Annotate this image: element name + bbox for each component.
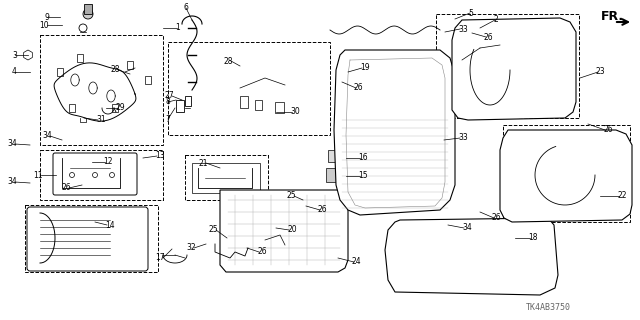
- Text: 26: 26: [61, 183, 71, 193]
- Text: 15: 15: [358, 172, 367, 180]
- Bar: [69, 104, 75, 112]
- Text: 31: 31: [96, 116, 106, 124]
- Polygon shape: [334, 50, 455, 215]
- Text: 25: 25: [209, 226, 218, 235]
- Bar: [192, 163, 260, 193]
- Bar: [25, 205, 158, 272]
- Bar: [84, 4, 92, 14]
- Text: 12: 12: [103, 157, 113, 166]
- Text: 9: 9: [44, 12, 49, 21]
- Polygon shape: [500, 130, 632, 222]
- Bar: [112, 104, 118, 112]
- Text: 10: 10: [40, 20, 49, 29]
- Bar: [168, 42, 330, 135]
- Circle shape: [83, 9, 93, 19]
- Bar: [326, 168, 343, 182]
- Text: 34: 34: [462, 223, 472, 233]
- Text: 2: 2: [493, 15, 498, 25]
- Text: 33: 33: [458, 25, 468, 34]
- Text: 33: 33: [458, 133, 468, 142]
- Text: 24: 24: [352, 258, 362, 267]
- Circle shape: [246, 266, 250, 270]
- Text: 5: 5: [468, 9, 473, 18]
- Text: 26: 26: [492, 213, 502, 222]
- Bar: [127, 61, 133, 69]
- Text: 3: 3: [12, 51, 17, 60]
- Bar: [258, 222, 310, 258]
- Text: 16: 16: [358, 154, 367, 163]
- Circle shape: [79, 24, 87, 32]
- Polygon shape: [385, 218, 558, 295]
- Text: 23: 23: [596, 68, 605, 76]
- Circle shape: [93, 172, 97, 178]
- Bar: [176, 100, 184, 112]
- Text: 6: 6: [183, 4, 188, 12]
- Text: 26: 26: [484, 33, 493, 42]
- Text: 26: 26: [318, 205, 328, 214]
- Text: 20: 20: [287, 226, 296, 235]
- Text: 25: 25: [286, 191, 296, 201]
- Text: 26: 26: [603, 125, 612, 134]
- Circle shape: [109, 172, 115, 178]
- Text: 28: 28: [111, 66, 120, 75]
- Text: 22: 22: [617, 191, 627, 201]
- Text: 18: 18: [528, 234, 538, 243]
- Bar: [436, 14, 579, 118]
- Text: FR.: FR.: [601, 10, 624, 22]
- Bar: [503, 125, 630, 222]
- Text: 11: 11: [33, 171, 43, 180]
- Circle shape: [300, 197, 306, 203]
- Bar: [57, 68, 63, 76]
- Circle shape: [246, 193, 250, 197]
- Text: 8: 8: [165, 98, 170, 107]
- Bar: [275, 102, 284, 113]
- Bar: [256, 220, 313, 260]
- Text: 26: 26: [354, 84, 364, 92]
- Polygon shape: [220, 190, 348, 272]
- Circle shape: [70, 172, 74, 178]
- Text: 29: 29: [116, 103, 125, 113]
- Text: 13: 13: [155, 151, 164, 161]
- Bar: [185, 96, 191, 106]
- Bar: [77, 54, 83, 62]
- Bar: [185, 155, 268, 200]
- Text: 34: 34: [7, 140, 17, 148]
- Text: 14: 14: [105, 220, 115, 229]
- Bar: [145, 76, 151, 84]
- Text: 34: 34: [7, 178, 17, 187]
- Text: 1: 1: [175, 23, 180, 33]
- Circle shape: [276, 266, 280, 270]
- Text: 30: 30: [290, 108, 300, 116]
- Polygon shape: [452, 18, 576, 120]
- Bar: [240, 96, 248, 108]
- Text: 19: 19: [360, 63, 370, 73]
- Text: 28: 28: [223, 57, 233, 66]
- FancyBboxPatch shape: [53, 153, 137, 195]
- Text: 32: 32: [186, 244, 196, 252]
- Bar: [328, 150, 343, 162]
- Bar: [40, 35, 163, 145]
- Text: TK4AB3750: TK4AB3750: [525, 303, 570, 313]
- Text: 21: 21: [198, 158, 208, 167]
- Bar: [40, 150, 163, 200]
- Text: 7: 7: [165, 115, 170, 124]
- Circle shape: [308, 193, 312, 197]
- Text: 17: 17: [156, 253, 165, 262]
- Text: 26: 26: [257, 247, 267, 257]
- Bar: [255, 100, 262, 110]
- Circle shape: [306, 266, 310, 270]
- Text: 4: 4: [12, 68, 17, 76]
- Text: 27: 27: [164, 92, 174, 100]
- FancyBboxPatch shape: [27, 207, 148, 271]
- Text: 34: 34: [42, 132, 52, 140]
